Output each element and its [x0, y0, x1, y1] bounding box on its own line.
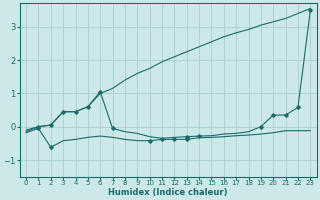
X-axis label: Humidex (Indice chaleur): Humidex (Indice chaleur) — [108, 188, 228, 197]
